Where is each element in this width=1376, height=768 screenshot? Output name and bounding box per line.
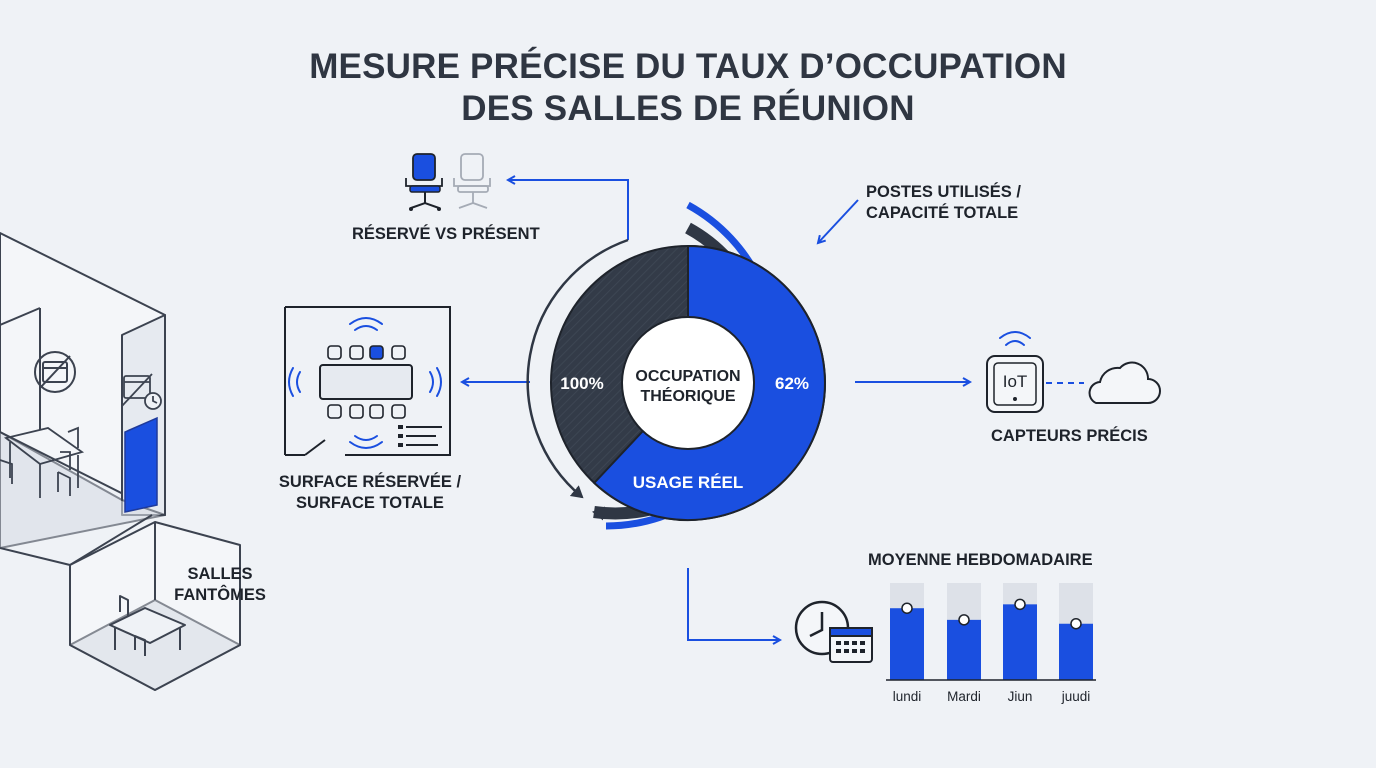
label-surface-line-1: SURFACE RÉSERVÉE / bbox=[278, 473, 462, 491]
bar-point-1 bbox=[958, 614, 970, 626]
calendar-clock-icon bbox=[794, 600, 873, 663]
label-ghost-rooms: SALLES FANTÔMES bbox=[170, 564, 270, 606]
donut-center-label: OCCUPATION THÉORIQUE bbox=[618, 367, 758, 407]
bar-1 bbox=[947, 619, 981, 680]
bar-point-2 bbox=[1014, 598, 1026, 611]
donut-right-value: 62% bbox=[774, 374, 810, 393]
ghost-room-icon bbox=[69, 521, 241, 691]
label-surface-line-2: SURFACE TOTALE bbox=[296, 494, 444, 512]
office-chair-icon bbox=[405, 153, 443, 211]
title-line-1: MESURE PRÉCISE DU TAUX D’OCCUPATION bbox=[309, 47, 1067, 86]
tick-label-2: Jiun bbox=[1007, 689, 1033, 704]
label-posts-capacity: POSTES UTILISÉS / CAPACITÉ TOTALE bbox=[866, 182, 1021, 224]
title-line-2: DES SALLES DE RÉUNION bbox=[461, 89, 915, 128]
donut-center-line-1: OCCUPATION bbox=[635, 368, 741, 385]
bar-2 bbox=[1003, 604, 1037, 680]
weekly-bar-chart bbox=[886, 583, 1096, 681]
cloud-icon bbox=[1088, 361, 1161, 404]
iot-wifi-icon bbox=[999, 331, 1031, 346]
label-ghost-line-1: SALLES bbox=[187, 565, 253, 583]
label-posts-line-1: POSTES UTILISÉS / bbox=[866, 183, 1021, 201]
tick-label-3: juudi bbox=[1061, 689, 1091, 704]
bar-point-3 bbox=[1070, 617, 1082, 630]
table-chairs-icon bbox=[0, 426, 85, 498]
tick-label-0: lundi bbox=[892, 689, 922, 704]
calendar-clock-small-icon bbox=[121, 373, 162, 410]
meeting-room-plan-icon bbox=[284, 306, 451, 456]
label-reserved-vs-present: RÉSERVÉ VS PRÉSENT bbox=[352, 225, 540, 243]
wifi-signal-icon bbox=[288, 317, 442, 449]
donut-real-usage: USAGE RÉEL bbox=[632, 473, 744, 492]
door-icon bbox=[124, 416, 158, 513]
chart-title: MOYENNE HEBDOMADAIRE bbox=[868, 551, 1093, 569]
page-title: MESURE PRÉCISE DU TAUX D’OCCUPATION DES … bbox=[0, 46, 1376, 130]
bar-0 bbox=[890, 608, 924, 680]
occupation-donut bbox=[526, 201, 826, 530]
empty-chair-icon bbox=[453, 153, 491, 209]
iot-sensor-icon bbox=[986, 355, 1044, 413]
bar-point-0 bbox=[901, 602, 913, 614]
tick-label-1: Mardi bbox=[947, 689, 981, 704]
donut-left-value: 100% bbox=[560, 374, 604, 393]
iot-label: IoT bbox=[1002, 372, 1028, 391]
bar-3 bbox=[1059, 623, 1093, 680]
label-posts-line-2: CAPACITÉ TOTALE bbox=[866, 204, 1019, 222]
isometric-room-icon bbox=[0, 232, 166, 566]
label-sensors: CAPTEURS PRÉCIS bbox=[991, 427, 1148, 445]
connector-lines bbox=[462, 180, 1084, 640]
label-surface: SURFACE RÉSERVÉE / SURFACE TOTALE bbox=[270, 472, 470, 514]
calendar-crossed-icon bbox=[34, 351, 76, 393]
label-ghost-line-2: FANTÔMES bbox=[174, 586, 266, 604]
donut-center-line-2: THÉORIQUE bbox=[640, 388, 736, 405]
